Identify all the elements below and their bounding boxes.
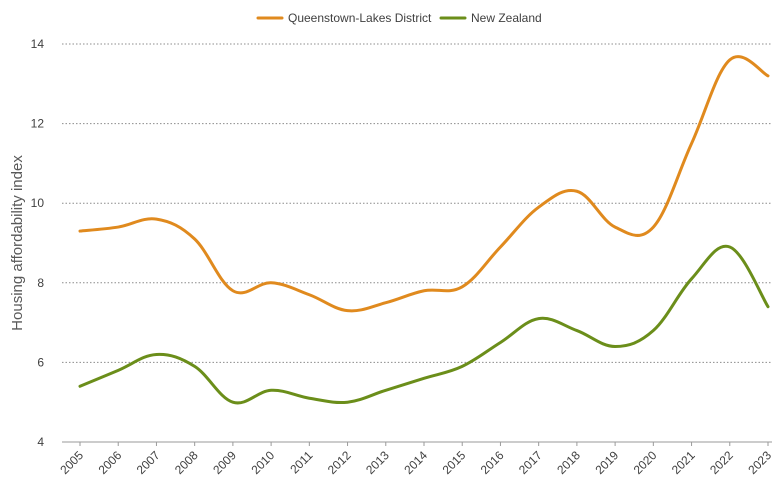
x-tick-label: 2008	[172, 448, 201, 477]
x-tick-label: 2009	[210, 448, 239, 477]
x-axis: 2005 2006 2007 2008 2009 2010 2011 2012 2013 2014…	[57, 442, 774, 477]
series-line-queenstown-lakes-district	[80, 57, 768, 311]
x-tick-label: 2019	[592, 448, 621, 477]
series-lines	[80, 57, 768, 403]
x-tick-label: 2018	[554, 448, 583, 477]
x-tick-label: 2014	[401, 448, 430, 477]
y-tick-label: 10	[31, 196, 45, 210]
x-tick-label: 2022	[707, 448, 736, 477]
y-axis-title: Housing affordability index	[9, 155, 26, 331]
x-tick-label: 2020	[631, 448, 660, 477]
x-tick-label: 2015	[440, 448, 469, 477]
x-tick-label: 2011	[287, 448, 315, 476]
x-tick-label: 2007	[134, 448, 163, 477]
x-tick-label: 2023	[745, 448, 774, 477]
x-tick-label: 2005	[57, 448, 86, 477]
x-tick-label: 2010	[248, 448, 277, 477]
y-tick-label: 6	[37, 355, 44, 369]
legend-label: Queenstown-Lakes District	[288, 11, 432, 25]
y-tick-label: 14	[31, 37, 45, 51]
y-tick-label: 4	[37, 435, 44, 449]
series-line-new-zealand	[80, 246, 768, 403]
legend-label: New Zealand	[471, 11, 542, 25]
x-tick-label: 2021	[669, 448, 698, 477]
y-tick-label: 8	[37, 276, 44, 290]
x-tick-label: 2016	[478, 448, 507, 477]
y-axis: 4 6 8 10 12 14	[31, 37, 45, 449]
x-tick-label: 2006	[96, 448, 125, 477]
x-tick-label: 2017	[516, 448, 545, 477]
y-tick-label: 12	[31, 117, 45, 131]
x-tick-label: 2013	[363, 448, 392, 477]
legend: Queenstown-Lakes District New Zealand	[258, 11, 542, 25]
x-tick-label: 2012	[325, 448, 354, 477]
gridlines	[62, 44, 772, 442]
